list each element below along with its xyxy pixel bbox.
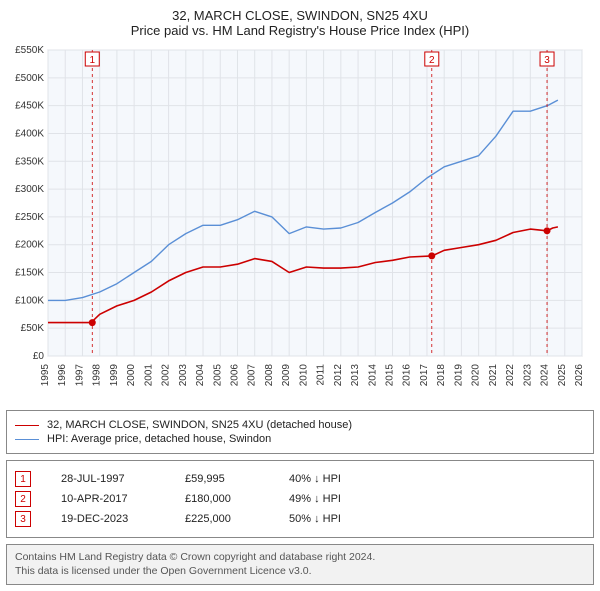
transaction-date: 10-APR-2017 [61,493,171,505]
svg-text:2005: 2005 [212,364,223,387]
transaction-marker: 2 [15,491,31,507]
footer-line: This data is licensed under the Open Gov… [15,565,585,579]
svg-text:2008: 2008 [264,364,275,387]
svg-text:£0: £0 [33,351,45,362]
transaction-row: 3 19-DEC-2023 £225,000 50% ↓ HPI [15,511,585,527]
svg-text:2022: 2022 [505,364,516,387]
svg-text:£500K: £500K [15,73,44,84]
legend: 32, MARCH CLOSE, SWINDON, SN25 4XU (deta… [6,410,594,454]
svg-text:2026: 2026 [574,364,585,387]
svg-text:2020: 2020 [471,364,482,387]
legend-swatch [15,439,39,440]
svg-text:1995: 1995 [40,364,51,387]
svg-text:2003: 2003 [178,364,189,387]
svg-text:2018: 2018 [436,364,447,387]
svg-text:2: 2 [429,55,435,66]
svg-text:2025: 2025 [557,364,568,387]
svg-text:2011: 2011 [316,364,327,386]
page-subtitle: Price paid vs. HM Land Registry's House … [6,23,594,38]
transaction-delta: 50% ↓ HPI [289,513,399,525]
svg-text:2017: 2017 [419,364,430,387]
legend-item: 32, MARCH CLOSE, SWINDON, SN25 4XU (deta… [15,419,585,431]
svg-text:2007: 2007 [247,364,258,387]
attribution-footer: Contains HM Land Registry data © Crown c… [6,544,594,585]
svg-text:£100K: £100K [15,295,44,306]
transaction-price: £59,995 [185,473,275,485]
svg-text:2009: 2009 [281,364,292,387]
svg-text:1996: 1996 [57,364,68,387]
transaction-price: £180,000 [185,493,275,505]
transaction-marker: 3 [15,511,31,527]
transaction-row: 1 28-JUL-1997 £59,995 40% ↓ HPI [15,471,585,487]
transaction-row: 2 10-APR-2017 £180,000 49% ↓ HPI [15,491,585,507]
svg-text:2004: 2004 [195,364,206,387]
svg-text:2023: 2023 [522,364,533,387]
svg-text:£200K: £200K [15,240,44,251]
transactions-table: 1 28-JUL-1997 £59,995 40% ↓ HPI 2 10-APR-2017… [6,460,594,538]
svg-text:2024: 2024 [540,364,551,387]
svg-text:£400K: £400K [15,128,44,139]
svg-text:2002: 2002 [161,364,172,387]
legend-item: HPI: Average price, detached house, Swin… [15,433,585,445]
svg-text:3: 3 [544,55,550,66]
transaction-delta: 40% ↓ HPI [289,473,399,485]
svg-text:2021: 2021 [488,364,499,387]
svg-text:£450K: £450K [15,101,44,112]
svg-text:2019: 2019 [453,364,464,387]
transaction-date: 28-JUL-1997 [61,473,171,485]
legend-label: HPI: Average price, detached house, Swin… [47,433,271,445]
svg-text:£250K: £250K [15,212,44,223]
svg-text:1: 1 [89,55,95,66]
svg-text:£550K: £550K [15,45,44,56]
svg-text:1998: 1998 [92,364,103,387]
transaction-price: £225,000 [185,513,275,525]
svg-text:2000: 2000 [126,364,137,387]
svg-text:1999: 1999 [109,364,120,387]
svg-text:£150K: £150K [15,268,44,279]
legend-label: 32, MARCH CLOSE, SWINDON, SN25 4XU (deta… [47,419,352,431]
svg-text:£50K: £50K [21,323,45,334]
svg-text:2001: 2001 [143,364,154,387]
transaction-delta: 49% ↓ HPI [289,493,399,505]
svg-text:2012: 2012 [333,364,344,387]
svg-text:2014: 2014 [367,364,378,387]
transaction-marker: 1 [15,471,31,487]
transaction-date: 19-DEC-2023 [61,513,171,525]
svg-text:£350K: £350K [15,156,44,167]
legend-swatch [15,425,39,426]
svg-text:2015: 2015 [385,364,396,387]
svg-text:2016: 2016 [402,364,413,387]
svg-text:£300K: £300K [15,184,44,195]
price-chart: £0 £50K £100K £150K £200K £250K £300K £350K £400… [6,44,594,404]
svg-text:2010: 2010 [298,364,309,387]
footer-line: Contains HM Land Registry data © Crown c… [15,551,585,565]
svg-text:2013: 2013 [350,364,361,387]
svg-text:1997: 1997 [74,364,85,387]
svg-text:2006: 2006 [229,364,240,387]
page-title: 32, MARCH CLOSE, SWINDON, SN25 4XU [6,8,594,23]
